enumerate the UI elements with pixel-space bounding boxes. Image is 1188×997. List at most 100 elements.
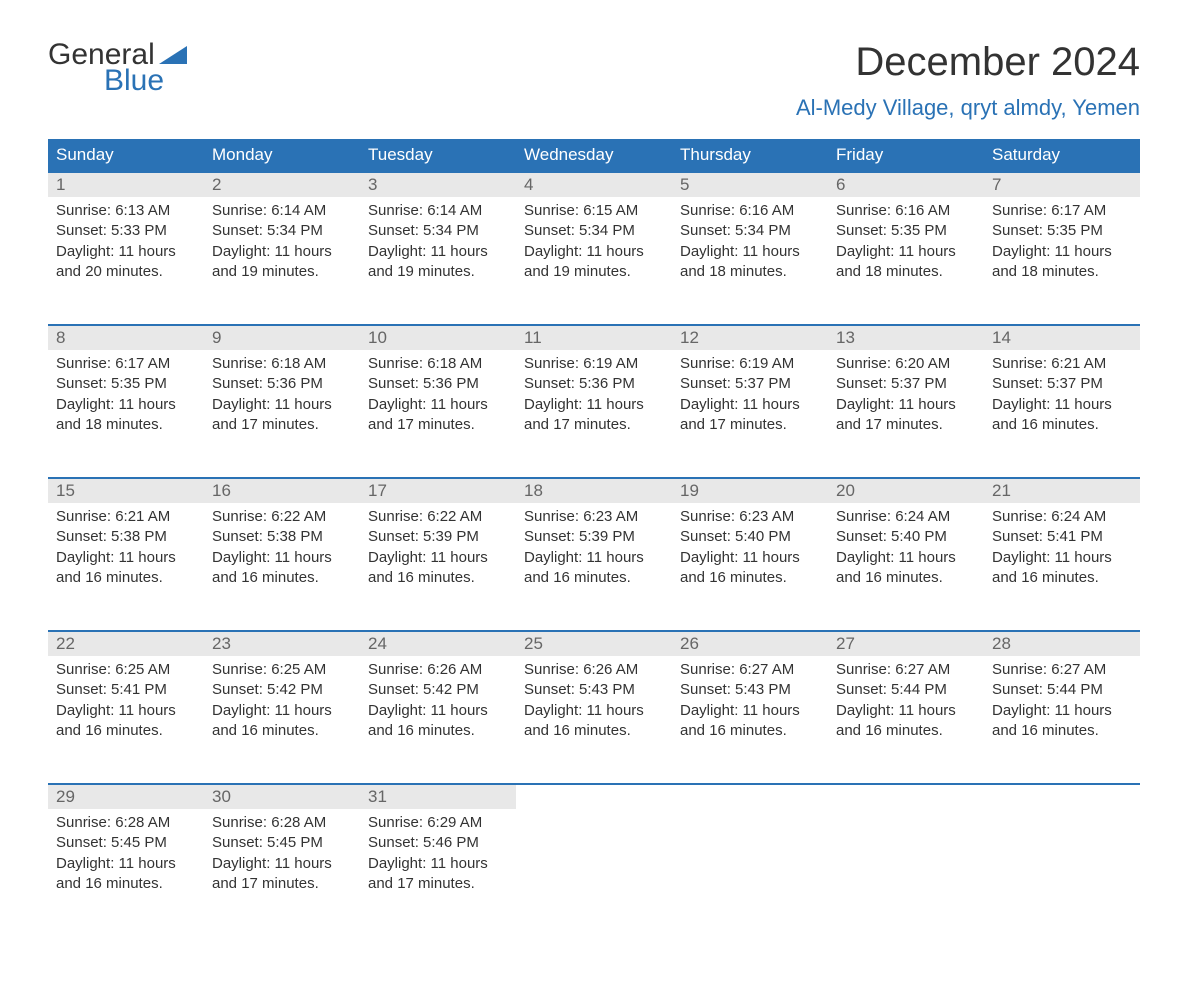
- day-content-cell: Sunrise: 6:16 AMSunset: 5:35 PMDaylight:…: [828, 197, 984, 325]
- day-number-cell: 9: [204, 325, 360, 350]
- day-number-cell: [828, 784, 984, 809]
- day-d1: Daylight: 11 hours: [836, 242, 976, 262]
- weekday-header-row: Sunday Monday Tuesday Wednesday Thursday…: [48, 139, 1140, 172]
- day-sr: Sunrise: 6:23 AM: [524, 507, 664, 527]
- weekday-header: Wednesday: [516, 139, 672, 172]
- day-ss: Sunset: 5:33 PM: [56, 221, 196, 241]
- day-ss: Sunset: 5:35 PM: [56, 374, 196, 394]
- day-d2: and 17 minutes.: [212, 874, 352, 894]
- day-d2: and 16 minutes.: [524, 721, 664, 741]
- day-ss: Sunset: 5:45 PM: [56, 833, 196, 853]
- day-sr: Sunrise: 6:16 AM: [836, 201, 976, 221]
- day-content-cell: Sunrise: 6:24 AMSunset: 5:41 PMDaylight:…: [984, 503, 1140, 631]
- brand-logo: General Blue: [48, 40, 187, 96]
- day-content-cell: Sunrise: 6:23 AMSunset: 5:40 PMDaylight:…: [672, 503, 828, 631]
- day-d1: Daylight: 11 hours: [368, 242, 508, 262]
- day-sr: Sunrise: 6:20 AM: [836, 354, 976, 374]
- day-d2: and 19 minutes.: [368, 262, 508, 282]
- day-number-cell: 25: [516, 631, 672, 656]
- day-d1: Daylight: 11 hours: [680, 395, 820, 415]
- day-number-cell: 8: [48, 325, 204, 350]
- day-d1: Daylight: 11 hours: [524, 242, 664, 262]
- day-ss: Sunset: 5:37 PM: [992, 374, 1132, 394]
- day-d2: and 17 minutes.: [368, 415, 508, 435]
- day-sr: Sunrise: 6:19 AM: [524, 354, 664, 374]
- daynum-row: 22232425262728: [48, 631, 1140, 656]
- day-sr: Sunrise: 6:21 AM: [56, 507, 196, 527]
- day-content-cell: Sunrise: 6:25 AMSunset: 5:41 PMDaylight:…: [48, 656, 204, 784]
- day-ss: Sunset: 5:34 PM: [212, 221, 352, 241]
- day-d2: and 16 minutes.: [368, 568, 508, 588]
- page-header: General Blue December 2024 Al-Medy Villa…: [48, 40, 1140, 121]
- day-sr: Sunrise: 6:24 AM: [992, 507, 1132, 527]
- day-d2: and 19 minutes.: [212, 262, 352, 282]
- day-sr: Sunrise: 6:17 AM: [56, 354, 196, 374]
- day-number-cell: 18: [516, 478, 672, 503]
- day-ss: Sunset: 5:35 PM: [992, 221, 1132, 241]
- day-d1: Daylight: 11 hours: [56, 242, 196, 262]
- day-number-cell: 16: [204, 478, 360, 503]
- day-ss: Sunset: 5:34 PM: [368, 221, 508, 241]
- day-sr: Sunrise: 6:27 AM: [680, 660, 820, 680]
- day-ss: Sunset: 5:43 PM: [524, 680, 664, 700]
- day-number-cell: [984, 784, 1140, 809]
- daynum-row: 15161718192021: [48, 478, 1140, 503]
- content-row: Sunrise: 6:17 AMSunset: 5:35 PM Daylight:…: [48, 350, 1140, 478]
- day-d2: and 16 minutes.: [56, 568, 196, 588]
- day-d2: and 18 minutes.: [56, 415, 196, 435]
- day-sr: Sunrise: 6:26 AM: [524, 660, 664, 680]
- day-d2: and 20 minutes.: [56, 262, 196, 282]
- day-number-cell: 3: [360, 172, 516, 197]
- day-sr: Sunrise: 6:23 AM: [680, 507, 820, 527]
- day-sr: Sunrise: 6:22 AM: [212, 507, 352, 527]
- day-sr: Sunrise: 6:14 AM: [212, 201, 352, 221]
- day-d2: and 18 minutes.: [680, 262, 820, 282]
- day-content-cell: Sunrise: 6:16 AMSunset: 5:34 PMDaylight:…: [672, 197, 828, 325]
- day-d1: Daylight: 11 hours: [56, 701, 196, 721]
- day-content-cell: Sunrise: 6:14 AMSunset: 5:34 PMDaylight:…: [204, 197, 360, 325]
- day-content-cell: Sunrise: 6:27 AMSunset: 5:44 PMDaylight:…: [828, 656, 984, 784]
- day-number-cell: 15: [48, 478, 204, 503]
- day-content-cell: Sunrise: 6:19 AMSunset: 5:37 PMDaylight:…: [672, 350, 828, 478]
- day-d2: and 16 minutes.: [212, 721, 352, 741]
- day-content-cell: Sunrise: 6:24 AMSunset: 5:40 PMDaylight:…: [828, 503, 984, 631]
- day-ss: Sunset: 5:43 PM: [680, 680, 820, 700]
- day-d1: Daylight: 11 hours: [368, 395, 508, 415]
- daynum-row: 1234567: [48, 172, 1140, 197]
- day-number-cell: [672, 784, 828, 809]
- day-content-cell: Sunrise: 6:21 AMSunset: 5:37 PMDaylight:…: [984, 350, 1140, 478]
- day-number-cell: 2: [204, 172, 360, 197]
- day-ss: Sunset: 5:40 PM: [836, 527, 976, 547]
- day-number-cell: 27: [828, 631, 984, 656]
- day-sr: Sunrise: 6:15 AM: [524, 201, 664, 221]
- day-d1: Daylight: 11 hours: [680, 701, 820, 721]
- day-sr: Sunrise: 6:13 AM: [56, 201, 196, 221]
- day-content-cell: Sunrise: 6:15 AMSunset: 5:34 PMDaylight:…: [516, 197, 672, 325]
- day-content-cell: Sunrise: 6:18 AMSunset: 5:36 PMDaylight:…: [360, 350, 516, 478]
- day-sr: Sunrise: 6:14 AM: [368, 201, 508, 221]
- day-content-cell: Sunrise: 6:19 AMSunset: 5:36 PMDaylight:…: [516, 350, 672, 478]
- day-ss: Sunset: 5:40 PM: [680, 527, 820, 547]
- day-ss: Sunset: 5:36 PM: [368, 374, 508, 394]
- day-d2: and 16 minutes.: [992, 721, 1132, 741]
- day-ss: Sunset: 5:39 PM: [368, 527, 508, 547]
- day-content-cell: Sunrise: 6:22 AMSunset: 5:39 PMDaylight:…: [360, 503, 516, 631]
- day-ss: Sunset: 5:39 PM: [524, 527, 664, 547]
- day-number-cell: 12: [672, 325, 828, 350]
- day-ss: Sunset: 5:42 PM: [212, 680, 352, 700]
- day-d2: and 16 minutes.: [680, 721, 820, 741]
- day-number-cell: 11: [516, 325, 672, 350]
- calendar-table: Sunday Monday Tuesday Wednesday Thursday…: [48, 139, 1140, 937]
- day-content-cell: Sunrise: 6:13 AMSunset: 5:33 PMDaylight:…: [48, 197, 204, 325]
- day-sr: Sunrise: 6:25 AM: [212, 660, 352, 680]
- location-label: Al-Medy Village, qryt almdy, Yemen: [796, 95, 1140, 121]
- day-ss: Sunset: 5:44 PM: [836, 680, 976, 700]
- day-sr: Sunrise: 6:21 AM: [992, 354, 1132, 374]
- day-content-cell: Sunrise: 6:27 AMSunset: 5:43 PMDaylight:…: [672, 656, 828, 784]
- day-sr: Sunrise: 6:26 AM: [368, 660, 508, 680]
- day-d1: Daylight: 11 hours: [524, 395, 664, 415]
- day-d1: Daylight: 11 hours: [992, 701, 1132, 721]
- day-content-cell: Sunrise: 6:18 AMSunset: 5:36 PMDaylight:…: [204, 350, 360, 478]
- day-d2: and 19 minutes.: [524, 262, 664, 282]
- day-content-cell: Sunrise: 6:23 AMSunset: 5:39 PMDaylight:…: [516, 503, 672, 631]
